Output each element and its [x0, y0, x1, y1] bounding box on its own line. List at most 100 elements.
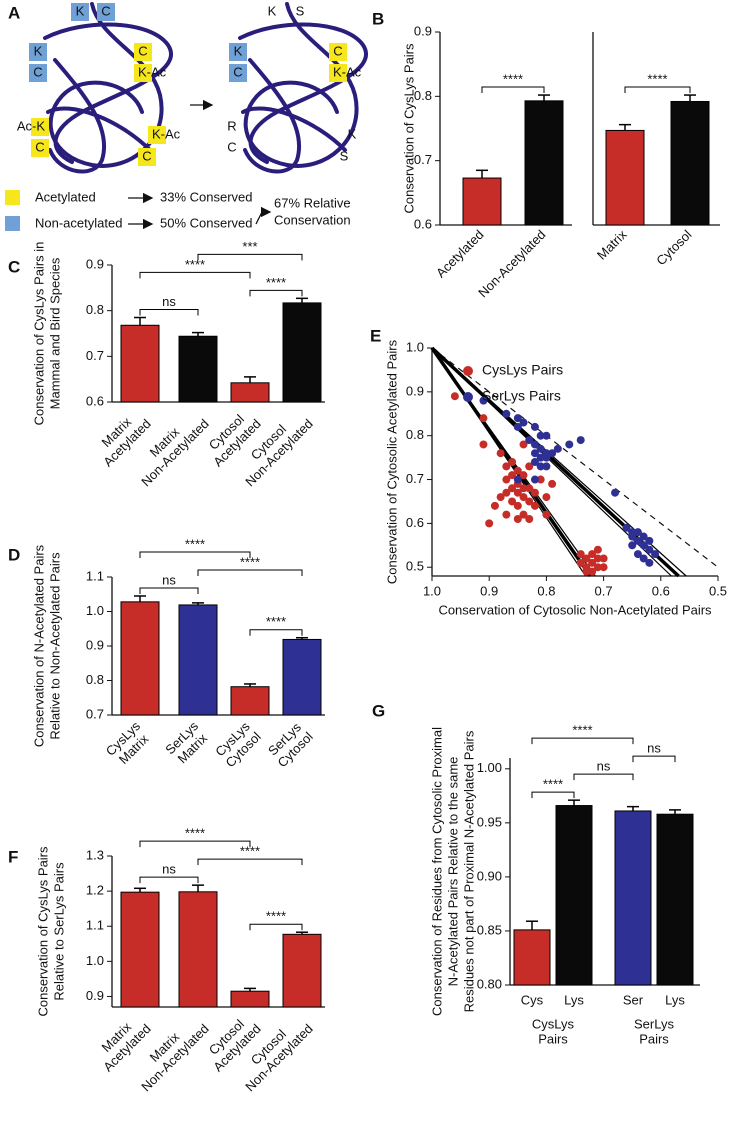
point — [508, 471, 517, 480]
bracket-line — [624, 86, 691, 94]
significance-label: ns — [597, 759, 611, 774]
point — [542, 510, 551, 519]
x-tick-label: 1.0 — [423, 583, 441, 598]
y-axis-label: Conservation of Cytosolic Acetylated Pai… — [384, 339, 399, 584]
bar — [120, 601, 160, 716]
point — [633, 536, 642, 545]
legend-label: CysLys Pairs — [482, 362, 563, 378]
bracket-line — [632, 755, 676, 763]
y-tick-label: 0.85 — [477, 922, 502, 937]
y-axis-label: Conservation of Residues from Cytosolic … — [429, 727, 444, 1016]
x-tick-label: Acetylated — [433, 227, 487, 281]
y-tick-label: 1.1 — [86, 918, 104, 933]
bracket-line — [573, 773, 634, 781]
point — [599, 563, 608, 572]
bar — [605, 129, 645, 226]
point — [548, 479, 557, 488]
significance-label: **** — [266, 909, 286, 924]
group-label: Pairs — [538, 1031, 568, 1046]
point — [536, 431, 545, 440]
significance-label: *** — [242, 239, 257, 254]
significance-label: ns — [162, 294, 176, 309]
point — [525, 497, 534, 506]
point — [628, 528, 637, 537]
bracket-line — [249, 289, 303, 297]
point — [513, 414, 522, 423]
point — [651, 550, 660, 559]
point — [519, 484, 528, 493]
x-tick-label: 0.7 — [595, 583, 613, 598]
point — [542, 453, 551, 462]
point — [639, 532, 648, 541]
point — [513, 422, 522, 431]
significance-bracket: **** — [249, 275, 303, 297]
bracket-line — [197, 858, 303, 866]
x-tick-label: Cytosol — [653, 227, 694, 268]
significance-bracket: **** — [249, 614, 303, 636]
identity-line — [431, 347, 719, 568]
error-bar — [192, 331, 204, 337]
bar — [614, 810, 652, 986]
panel-label: B — [372, 9, 384, 28]
residue-label: C — [227, 139, 236, 154]
y-tick-label: 0.6 — [86, 393, 104, 408]
point — [542, 462, 551, 471]
significance-label: ns — [647, 741, 661, 756]
y-axis-label: Conservation of CysLys Pairs in — [31, 242, 46, 426]
error-bar — [568, 799, 580, 806]
point — [536, 453, 545, 462]
significance-bracket: ns — [632, 741, 676, 763]
error-bar — [244, 987, 256, 992]
y-tick-label: 1.0 — [86, 953, 104, 968]
y-tick-label: 0.6 — [414, 216, 432, 231]
bracket-line — [249, 923, 303, 931]
point — [530, 458, 539, 466]
y-tick-label: 0.7 — [86, 706, 104, 721]
bar — [462, 177, 502, 226]
bar — [282, 638, 322, 716]
y-axis-label: N-Acetylated Pairs Relative to the same — [445, 757, 460, 987]
point — [645, 558, 654, 567]
significance-bracket: ns — [573, 759, 634, 781]
point — [525, 462, 534, 471]
significance-label: **** — [185, 826, 205, 841]
error-bar — [296, 931, 308, 935]
significance-bracket: **** — [481, 71, 545, 94]
y-axis-label: Conservation of CysLys Pairs — [35, 846, 50, 1017]
point — [508, 497, 517, 506]
legend-swatch — [5, 190, 20, 205]
legend-label: SerLys Pairs — [482, 388, 561, 404]
error-bar — [244, 683, 256, 687]
point — [513, 475, 522, 484]
point — [536, 444, 545, 453]
bracket-line — [139, 876, 199, 884]
x-tick-label: Lys — [564, 992, 584, 1007]
point — [502, 510, 511, 519]
point — [548, 449, 557, 458]
significance-bracket: **** — [249, 909, 303, 931]
significance-label: **** — [503, 71, 523, 86]
bar — [524, 100, 564, 226]
bar — [282, 933, 322, 1008]
point — [576, 550, 585, 559]
point — [611, 488, 620, 497]
point — [479, 396, 488, 405]
bar — [230, 382, 270, 403]
error-bar — [619, 123, 631, 131]
y-tick-label: 0.8 — [86, 672, 104, 687]
residue-label: K — [234, 43, 243, 58]
y-tick-label: 1.3 — [86, 847, 104, 862]
point — [530, 440, 539, 449]
bracket-line — [249, 629, 303, 636]
bracket-line — [139, 551, 251, 558]
significance-label: **** — [240, 554, 260, 569]
point — [502, 409, 511, 418]
significance-bracket: **** — [624, 71, 691, 94]
y-tick-label: 0.8 — [86, 302, 104, 317]
point — [633, 528, 642, 537]
residue-label: C — [35, 139, 44, 154]
bracket-line — [531, 791, 575, 799]
legend-marker — [463, 392, 473, 402]
residue-label: C — [138, 43, 147, 58]
significance-bracket: **** — [531, 777, 575, 799]
